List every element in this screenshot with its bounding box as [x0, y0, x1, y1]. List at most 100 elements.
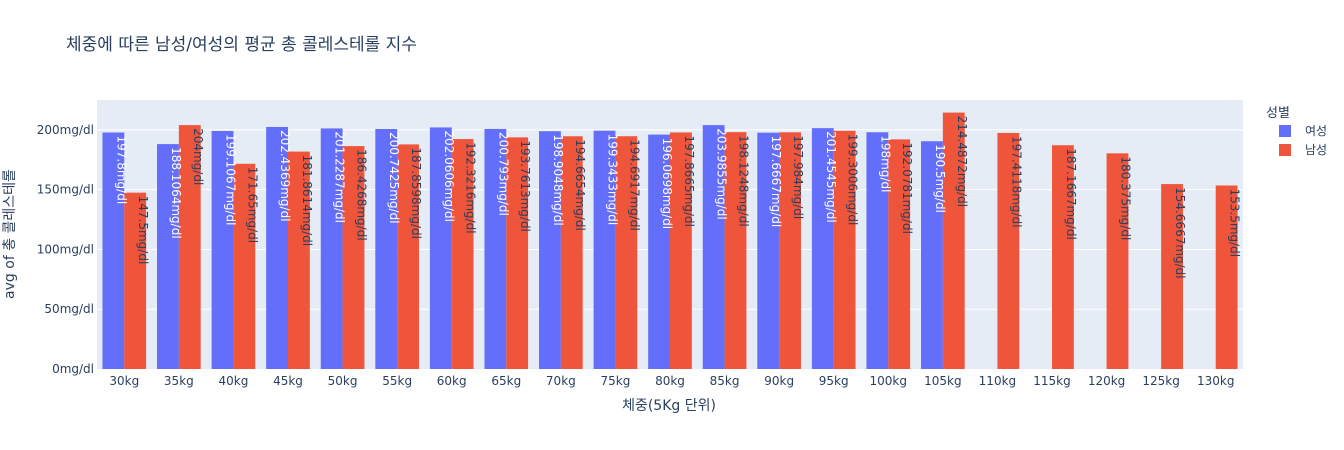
bar-label: 199.1067mg/dl — [224, 134, 238, 226]
x-tick-label: 110kg — [979, 374, 1016, 388]
x-axis-title: 체중(5Kg 단위) — [622, 398, 716, 414]
y-tick-label: 0mg/dl — [52, 362, 94, 376]
bar — [1161, 184, 1183, 369]
x-tick-label: 125kg — [1142, 374, 1179, 388]
bar-label: 198.9048mg/dl — [551, 134, 565, 226]
x-tick-label: 30kg — [109, 374, 139, 388]
bar — [233, 163, 256, 369]
bar — [593, 130, 616, 369]
bar-label: 192.3216mg/dl — [464, 142, 478, 234]
bar-label: 197.4118mg/dl — [1009, 136, 1023, 228]
bar-label: 197.8665mg/dl — [682, 135, 696, 227]
bar — [266, 126, 288, 370]
bar-label: 188.1064mg/dl — [169, 147, 183, 239]
bar-label: 194.6654mg/dl — [573, 139, 587, 231]
y-tick-label: 200mg/dl — [37, 123, 94, 137]
y-axis-ticks: 0mg/dl 50mg/dl 100mg/dl 150mg/dl 200mg/dl — [37, 123, 94, 376]
bar-label: 214.4872mg/dl — [955, 116, 969, 208]
bar — [866, 132, 889, 369]
bar — [560, 136, 583, 369]
bar — [615, 136, 638, 369]
x-tick-label: 40kg — [219, 374, 249, 388]
bar-label: 192.0781mg/dl — [900, 142, 914, 234]
bar — [1052, 145, 1074, 369]
bar-label: 190.5mg/dl — [933, 144, 947, 213]
legend-swatch — [1279, 144, 1291, 156]
bar — [484, 128, 507, 369]
bar — [539, 131, 561, 369]
bar — [833, 130, 856, 369]
bar — [506, 137, 529, 369]
x-tick-label: 50kg — [328, 374, 358, 388]
bar-label: 201.2287mg/dl — [333, 131, 347, 223]
bar — [779, 132, 801, 369]
chart-title: 체중에 따른 남성/여성의 평균 총 콜레스테롤 지수 — [66, 35, 417, 55]
bar-label: 197.8mg/dl — [114, 136, 128, 205]
x-tick-label: 90kg — [764, 374, 794, 388]
y-tick-label: 100mg/dl — [37, 242, 94, 256]
legend-label: 여성 — [1305, 124, 1327, 138]
x-tick-label: 75kg — [601, 374, 631, 388]
bar — [342, 146, 365, 369]
bar — [124, 192, 147, 369]
bar — [320, 128, 343, 369]
bar — [451, 139, 474, 369]
bar — [429, 127, 452, 369]
x-tick-label: 35kg — [164, 374, 194, 388]
bar-label: 198.1248mg/dl — [736, 135, 750, 227]
bar-label: 196.0698mg/dl — [660, 138, 674, 230]
bar-labels: 197.8mg/dl 188.1064mg/dl 199.1067mg/dl 202.… — [114, 116, 1241, 279]
bar-label: 181.8614mg/dl — [300, 155, 314, 247]
x-tick-label: 80kg — [655, 374, 685, 388]
x-tick-label: 55kg — [382, 374, 412, 388]
bar-label: 154.6667mg/dl — [1173, 187, 1187, 279]
bar-label: 204mg/dl — [191, 128, 205, 185]
legend-label: 남성 — [1305, 143, 1327, 157]
bar — [888, 139, 911, 369]
x-tick-label: 120kg — [1088, 374, 1125, 388]
bar-label: 186.4268mg/dl — [354, 149, 368, 241]
bar — [724, 132, 747, 369]
bar — [375, 129, 398, 369]
legend-title: 성별 — [1266, 106, 1290, 121]
legend-swatch — [1279, 125, 1291, 137]
bars — [102, 112, 1238, 370]
x-tick-label: 45kg — [273, 374, 303, 388]
bar-label: 202.0606mg/dl — [442, 130, 456, 222]
x-tick-label: 100kg — [870, 374, 907, 388]
bar — [397, 144, 419, 369]
bar-label: 180.375mg/dl — [1118, 156, 1132, 240]
x-tick-label: 105kg — [924, 374, 961, 388]
x-axis-ticks: 30kg 35kg 40kg 45kg 50kg 55kg 60kg 65kg 70kg 75kg… — [109, 374, 1234, 388]
x-tick-label: 85kg — [710, 374, 740, 388]
bar-label: 147.5mg/dl — [136, 196, 150, 265]
bar-label: 187.8598mg/dl — [409, 147, 423, 239]
bar-label: 197.984mg/dl — [791, 135, 805, 219]
bar — [157, 144, 179, 369]
bar — [670, 132, 692, 369]
x-tick-label: 65kg — [491, 374, 521, 388]
bar-label: 197.6667mg/dl — [769, 136, 783, 228]
x-tick-label: 60kg — [437, 374, 467, 388]
bar — [997, 132, 1020, 369]
bar — [211, 130, 234, 369]
bar-label: 200.793mg/dl — [496, 132, 510, 216]
x-tick-label: 95kg — [819, 374, 849, 388]
bar-label: 199.3006mg/dl — [846, 134, 860, 226]
bar — [1215, 185, 1238, 369]
x-tick-label: 70kg — [546, 374, 576, 388]
bar — [288, 151, 310, 369]
bar — [757, 132, 780, 369]
bar-label: 203.9855mg/dl — [715, 128, 729, 220]
y-axis-title: avg of 총 콜레스테롤 — [2, 169, 18, 299]
bar-label: 200.7425mg/dl — [387, 132, 401, 224]
bar — [811, 128, 834, 369]
bar — [1106, 153, 1129, 369]
bar-label: 193.7613mg/dl — [518, 140, 532, 232]
bar-label: 153.5mg/dl — [1228, 188, 1242, 257]
bar-label: 202.4369mg/dl — [278, 130, 292, 222]
